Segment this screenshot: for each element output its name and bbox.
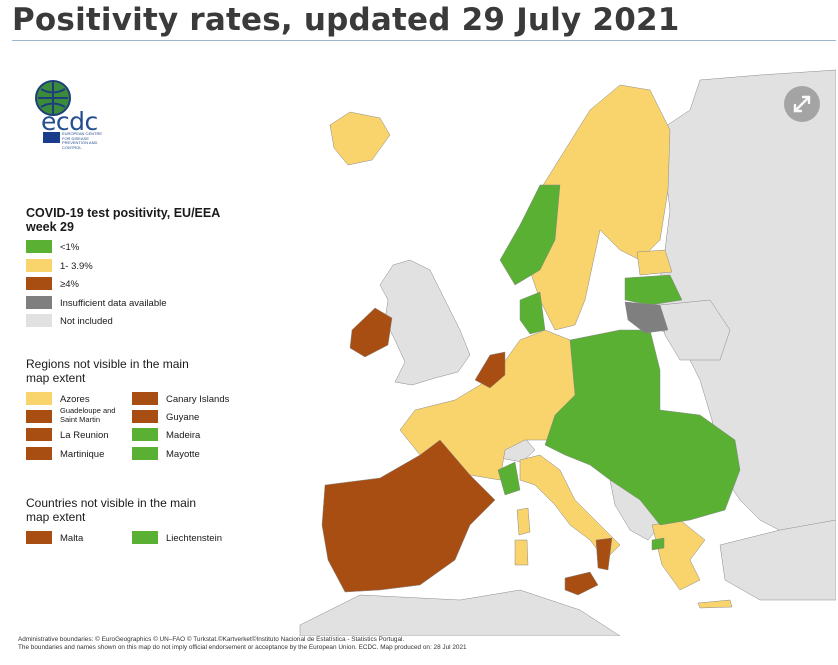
- region-cyprus: [651, 537, 665, 551]
- legend-label-not-included: Not included: [60, 316, 113, 327]
- country-label-liechtenstein: Liechtenstein: [166, 533, 222, 544]
- expand-map-button[interactable]: [784, 86, 820, 122]
- legend-swatch-yellow: [26, 259, 52, 272]
- region-norway-sweden-finland: [519, 84, 671, 331]
- ecdc-wordmark: ecdc: [41, 107, 98, 136]
- country-swatch-malta: [26, 531, 52, 544]
- region-label-mayotte: Mayotte: [166, 449, 200, 460]
- region-norway-south: [499, 184, 561, 286]
- legend-label-green: <1%: [60, 242, 80, 253]
- region-swatch-guyane: [132, 410, 158, 423]
- legend-label-grey: Insufficient data available: [60, 298, 167, 309]
- page-title: Positivity rates, updated 29 July 2021: [12, 2, 680, 38]
- eu-flag-icon: [43, 132, 60, 143]
- region-north-africa: [299, 589, 621, 636]
- region-swatch-mayotte: [132, 447, 158, 460]
- legend-label-brown: ≥4%: [60, 279, 79, 290]
- region-uk: [379, 259, 471, 386]
- legend-label-yellow: 1- 3.9%: [60, 261, 93, 272]
- country-swatch-liechtenstein: [132, 531, 158, 544]
- region-southeast-france: [497, 461, 521, 496]
- region-corsica: [514, 539, 529, 566]
- region-denmark: [519, 291, 546, 335]
- region-spain-portugal: [321, 439, 496, 593]
- region-latvia: [624, 274, 683, 306]
- ecdc-subtitle: EUROPEAN CENTRE FOR DISEASE PREVENTION A…: [62, 131, 103, 150]
- region-label-azores: Azores: [60, 394, 90, 405]
- region-turkey: [719, 519, 836, 601]
- title-divider: [12, 40, 836, 41]
- countries-section-title: Countries not visible in the main map ex…: [26, 496, 197, 524]
- region-label-la-reunion: La Reunion: [60, 430, 109, 441]
- region-iceland: [329, 111, 391, 166]
- region-swatch-martinique: [26, 447, 52, 460]
- europe-map[interactable]: [12, 44, 836, 636]
- regions-section-title: Regions not visible in the main map exte…: [26, 357, 189, 385]
- map-frame[interactable]: [12, 44, 836, 636]
- region-sardinia: [516, 507, 531, 536]
- legend-title: COVID-19 test positivity, EU/EEA week 29: [26, 206, 220, 234]
- region-swatch-guadeloupe: [26, 410, 52, 423]
- region-label-canary-islands: Canary Islands: [166, 394, 230, 405]
- region-netherlands: [474, 351, 506, 389]
- region-ireland: [349, 307, 393, 358]
- legend-swatch-green: [26, 240, 52, 253]
- region-label-madeira: Madeira: [166, 430, 201, 441]
- globe-icon: [35, 80, 71, 116]
- footnote: Administrative boundaries: © EuroGeograp…: [18, 636, 467, 652]
- region-label-guadeloupe: Guadeloupe and Saint Martin: [60, 406, 116, 424]
- region-central-eastern-europe: [544, 329, 741, 526]
- region-crete: [697, 599, 733, 609]
- region-swatch-la-reunion: [26, 428, 52, 441]
- footnote-line-2: The boundaries and names shown on this m…: [18, 644, 467, 651]
- region-label-martinique: Martinique: [60, 449, 105, 460]
- legend-swatch-grey: [26, 296, 52, 309]
- region-greece: [651, 519, 706, 591]
- country-label-malta: Malta: [60, 533, 84, 544]
- region-belarus: [659, 299, 731, 361]
- region-calabria: [595, 537, 613, 571]
- region-swatch-canary-islands: [132, 392, 158, 405]
- region-swatch-azores: [26, 392, 52, 405]
- expand-arrows-icon: [793, 95, 811, 113]
- region-estonia: [636, 249, 673, 276]
- footnote-line-1: Administrative boundaries: © EuroGeograp…: [18, 636, 405, 643]
- region-label-guyane: Guyane: [166, 412, 200, 423]
- legend-swatch-not-included: [26, 314, 52, 327]
- region-lithuania: [624, 301, 669, 334]
- region-sicily: [564, 571, 599, 596]
- legend-swatch-brown: [26, 277, 52, 290]
- region-swatch-madeira: [132, 428, 158, 441]
- region-france-germany-benelux: [399, 329, 581, 481]
